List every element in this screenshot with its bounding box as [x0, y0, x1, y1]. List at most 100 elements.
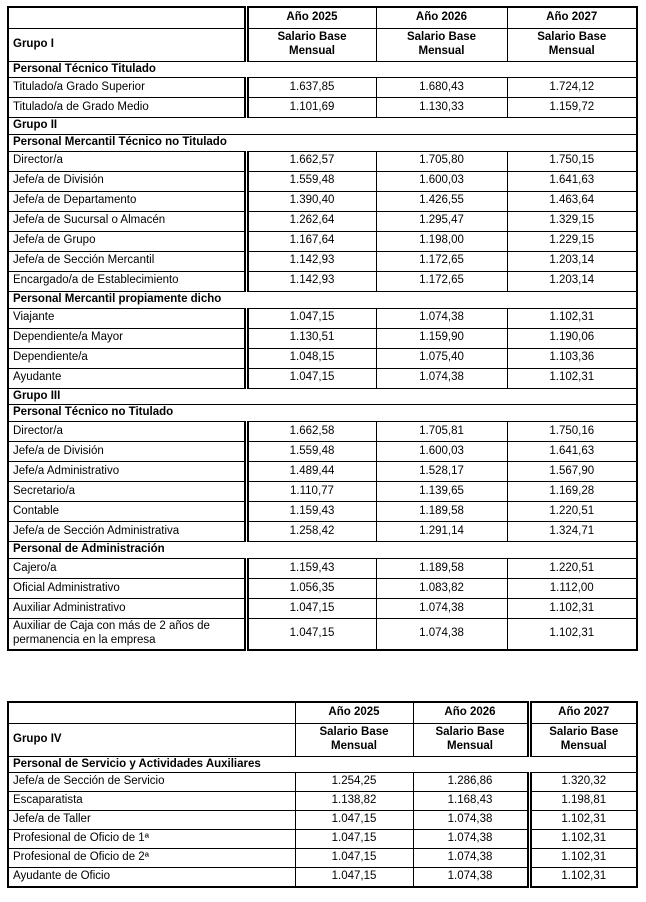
- salary-value-cell: 1.329,15: [506, 210, 638, 232]
- table-row: Jefe/a de Sección Administrativa 1.258,42…: [7, 521, 638, 543]
- section-row: Grupo II: [7, 117, 638, 136]
- salary-base-header: Salario Base Mensual: [526, 722, 638, 757]
- salary-value-cell: 1.750,16: [506, 421, 638, 443]
- salary-value-cell: 1.559,48: [243, 170, 377, 192]
- section-row: Personal de Administración: [7, 541, 638, 560]
- salary-value-cell: 1.047,15: [243, 618, 377, 651]
- category-cell: Jefe/a de División: [7, 170, 247, 192]
- salary-value-cell: 1.047,15: [243, 367, 377, 389]
- table-row: Ayudante 1.047,15 1.074,38 1.102,31: [7, 367, 638, 389]
- table-row: Titulado/a de Grado Medio 1.101,69 1.130,3…: [7, 97, 638, 119]
- salary-value-cell: 1.600,03: [375, 170, 508, 192]
- salary-value-cell: 1.130,51: [243, 327, 377, 349]
- salary-value-cell: 1.102,31: [506, 307, 638, 329]
- salary-value-cell: 1.662,58: [243, 421, 377, 443]
- section-header-cell: Grupo II: [7, 117, 638, 136]
- category-cell: Profesional de Oficio de 1ª: [7, 829, 296, 850]
- salary-value-cell: 1.172,65: [375, 250, 508, 272]
- year-header: Año 2025: [243, 6, 377, 29]
- salary-value-cell: 1.169,28: [506, 481, 638, 503]
- section-row: Personal Mercantil Técnico no Titulado: [7, 134, 638, 152]
- table-row: Jefe/a Administrativo 1.489,44 1.528,17 1.5…: [7, 461, 638, 483]
- salary-value-cell: 1.567,90: [506, 461, 638, 483]
- salary-value-cell: 1.139,65: [375, 481, 508, 503]
- salary-value-cell: 1.074,38: [412, 810, 530, 831]
- table-row: Jefe/a de Taller 1.047,15 1.074,38 1.102,31: [7, 810, 638, 831]
- salary-value-cell: 1.167,64: [243, 230, 377, 252]
- salary-value-cell: 1.662,57: [243, 150, 377, 172]
- category-cell: Auxiliar de Caja con más de 2 años de pe…: [7, 618, 247, 651]
- year-header-row: Año 2025 Año 2026 Año 2027: [7, 701, 638, 724]
- category-cell: Director/a: [7, 421, 247, 443]
- category-cell: Jefe/a Administrativo: [7, 461, 247, 483]
- table-row: Jefe/a de Departamento 1.390,40 1.426,55 1.…: [7, 190, 638, 212]
- table-row: Secretario/a 1.110,77 1.139,65 1.169,28: [7, 481, 638, 503]
- table-row: Ayudante de Oficio 1.047,15 1.074,38 1.102,…: [7, 867, 638, 888]
- salary-base-header: Salario Base Mensual: [506, 27, 638, 62]
- salary-value-cell: 1.291,14: [375, 521, 508, 543]
- subheader-row: Grupo IV Salario Base Mensual Salario Ba…: [7, 722, 638, 757]
- salary-value-cell: 1.159,90: [375, 327, 508, 349]
- salary-value-cell: 1.203,14: [506, 250, 638, 272]
- year-header: Año 2026: [375, 6, 508, 29]
- category-cell: Director/a: [7, 150, 247, 172]
- salary-value-cell: 1.198,00: [375, 230, 508, 252]
- section-row: Grupo III: [7, 387, 638, 406]
- salary-value-cell: 1.159,43: [243, 501, 377, 523]
- category-cell: Titulado/a Grado Superior: [7, 77, 247, 99]
- salary-value-cell: 1.102,31: [526, 848, 638, 869]
- year-header: Año 2025: [294, 701, 414, 724]
- year-header: Año 2026: [412, 701, 530, 724]
- table-row: Cajero/a 1.159,43 1.189,58 1.220,51: [7, 558, 638, 580]
- salary-value-cell: 1.641,63: [506, 170, 638, 192]
- table-row: Jefe/a de Sucursal o Almacén 1.262,64 1.29…: [7, 210, 638, 232]
- salary-value-cell: 1.103,36: [506, 347, 638, 369]
- salary-value-cell: 1.426,55: [375, 190, 508, 212]
- salary-value-cell: 1.047,15: [243, 307, 377, 329]
- salary-value-cell: 1.083,82: [375, 578, 508, 600]
- corner-cell: [7, 6, 247, 29]
- year-header: Año 2027: [526, 701, 638, 724]
- section-row: Personal de Servicio y Actividades Auxil…: [7, 755, 638, 774]
- salary-value-cell: 1.130,33: [375, 97, 508, 119]
- salary-value-cell: 1.258,42: [243, 521, 377, 543]
- category-cell: Jefe/a de Sección Mercantil: [7, 250, 247, 272]
- salary-table-grupo-4: Año 2025 Año 2026 Año 2027 Grupo IV Sala…: [7, 701, 638, 888]
- table-row: Escaparatista 1.138,82 1.168,43 1.198,81: [7, 791, 638, 812]
- section-header-cell: Personal de Administración: [7, 541, 638, 560]
- salary-value-cell: 1.286,86: [412, 772, 530, 793]
- salary-value-cell: 1.074,38: [375, 618, 508, 651]
- salary-value-cell: 1.295,47: [375, 210, 508, 232]
- year-header: Año 2027: [506, 6, 638, 29]
- section-header-cell: Grupo III: [7, 387, 638, 406]
- salary-value-cell: 1.047,15: [294, 829, 414, 850]
- salary-value-cell: 1.102,31: [506, 618, 638, 651]
- salary-value-cell: 1.047,15: [243, 598, 377, 620]
- section-row: Personal Técnico Titulado: [7, 60, 638, 79]
- table-row: Dependiente/a 1.048,15 1.075,40 1.103,36: [7, 347, 638, 369]
- salary-value-cell: 1.074,38: [375, 367, 508, 389]
- salary-value-cell: 1.074,38: [375, 598, 508, 620]
- category-cell: Secretario/a: [7, 481, 247, 503]
- table-row: Jefe/a de Grupo 1.167,64 1.198,00 1.229,15: [7, 230, 638, 252]
- salary-base-header: Salario Base Mensual: [412, 722, 530, 757]
- salary-value-cell: 1.528,17: [375, 461, 508, 483]
- group-label: Grupo IV: [7, 722, 296, 757]
- table-row: Auxiliar de Caja con más de 2 años de pe…: [7, 618, 638, 651]
- salary-value-cell: 1.600,03: [375, 441, 508, 463]
- salary-value-cell: 1.220,51: [506, 558, 638, 580]
- table-row: Dependiente/a Mayor 1.130,51 1.159,90 1.190…: [7, 327, 638, 349]
- table-row: Titulado/a Grado Superior 1.637,85 1.680,4…: [7, 77, 638, 99]
- salary-value-cell: 1.489,44: [243, 461, 377, 483]
- salary-value-cell: 1.159,43: [243, 558, 377, 580]
- category-cell: Viajante: [7, 307, 247, 329]
- group-label: Grupo I: [7, 27, 247, 62]
- category-cell: Jefe/a de Grupo: [7, 230, 247, 252]
- salary-value-cell: 1.559,48: [243, 441, 377, 463]
- section-header-cell: Personal de Servicio y Actividades Auxil…: [7, 755, 638, 774]
- salary-value-cell: 1.056,35: [243, 578, 377, 600]
- salary-value-cell: 1.189,58: [375, 558, 508, 580]
- category-cell: Escaparatista: [7, 791, 296, 812]
- category-cell: Jefe/a de División: [7, 441, 247, 463]
- salary-value-cell: 1.138,82: [294, 791, 414, 812]
